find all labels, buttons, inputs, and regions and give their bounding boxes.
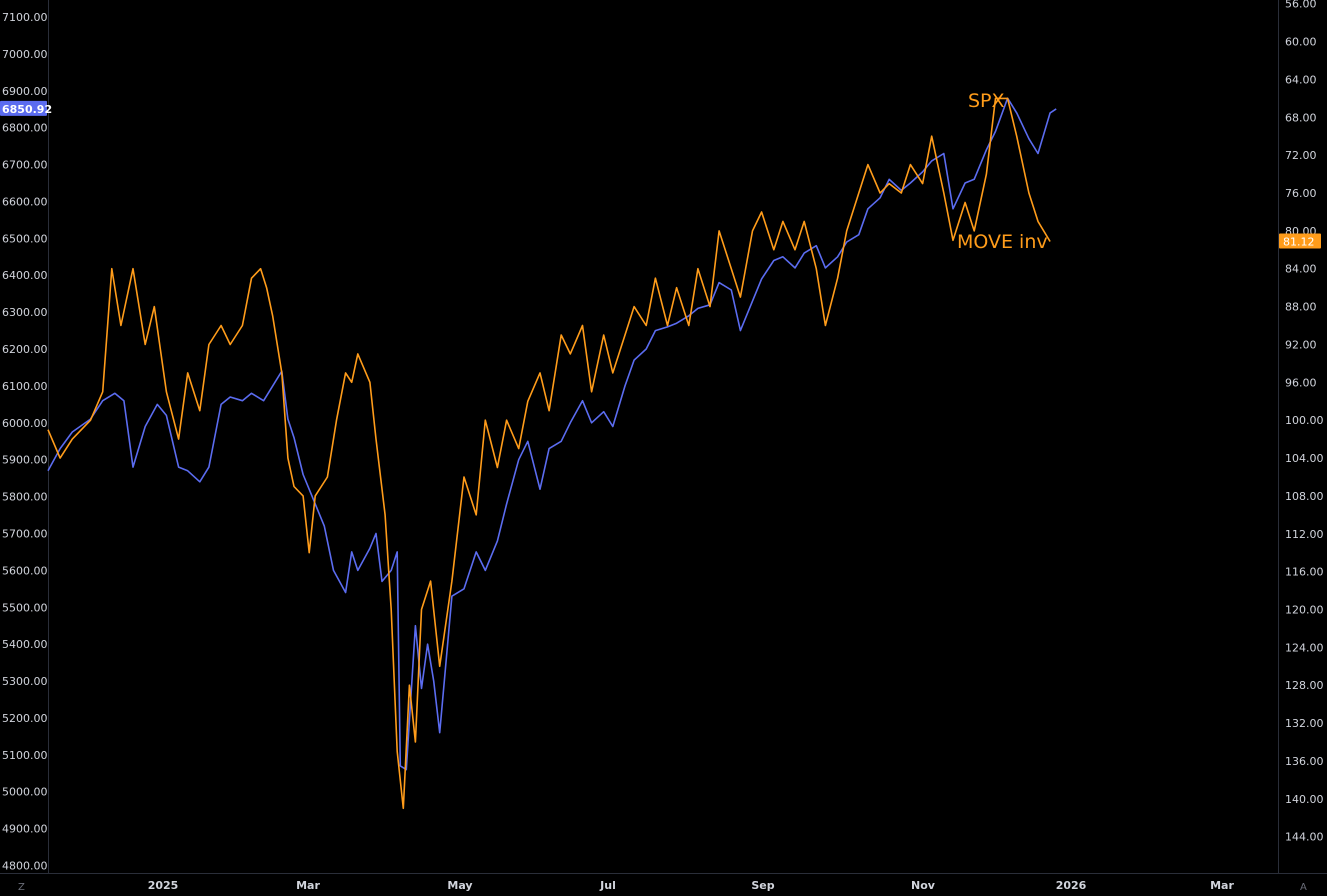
series-line-spx[interactable] [47,97,1057,771]
right-axis-tick: 96.00 [1285,376,1317,389]
move-price-badge-text: 81.12 [1283,235,1315,248]
left-axis-tick: 5500.00 [2,601,48,614]
time-axis-tick: 2026 [1056,879,1087,892]
left-axis-tick: 6800.00 [2,122,48,135]
right-axis-tick: 128.00 [1285,679,1324,692]
left-axis-tick: 6000.00 [2,417,48,430]
left-axis-tick: 5600.00 [2,564,48,577]
right-axis-tick: 60.00 [1285,36,1317,49]
left-axis-tick: 6700.00 [2,159,48,172]
right-axis-tick: 72.00 [1285,149,1317,162]
time-axis-tick: Jul [599,879,616,892]
left-axis-tick: 6600.00 [2,195,48,208]
left-axis-tick: 4900.00 [2,823,48,836]
time-axis-tick: 2025 [148,879,179,892]
left-axis-tick: 7000.00 [2,48,48,61]
series-label-spx: SPX [968,90,1005,112]
left-axis-tick: 5900.00 [2,454,48,467]
right-price-axis[interactable]: 56.0060.0064.0068.0072.0076.0080.0084.00… [1278,0,1324,873]
spx-price-badge [0,100,47,116]
left-axis-tick: 5300.00 [2,675,48,688]
right-axis-tick: 144.00 [1285,831,1324,844]
right-axis-tick: 120.00 [1285,604,1324,617]
right-axis-tick: 132.00 [1285,717,1324,730]
left-axis-tick: 6400.00 [2,269,48,282]
corner-label-left: Z [18,882,25,893]
time-axis-tick: Mar [1210,879,1234,892]
left-price-axis[interactable]: 7100.00 7000.00 6900.00 6800.00 6700.00 6600.… [0,0,52,873]
time-axis-tick: May [447,879,472,892]
right-axis-tick: 108.00 [1285,490,1324,503]
corner-label-right: A [1300,882,1307,893]
left-axis-tick: 5400.00 [2,638,48,651]
right-axis-tick: 112.00 [1285,528,1324,541]
left-axis-tick: 6500.00 [2,232,48,245]
right-axis-tick: 116.00 [1285,566,1324,579]
left-axis-tick: 6300.00 [2,306,48,319]
right-axis-tick: 56.00 [1285,0,1317,11]
spx-price-badge-text: 6850.92 [2,103,52,116]
time-axis-tick: Sep [751,879,774,892]
right-axis-tick: 88.00 [1285,301,1317,314]
right-axis-tick: 64.00 [1285,73,1317,86]
left-axis-tick: 6100.00 [2,380,48,393]
left-axis-tick: 6900.00 [2,85,48,98]
left-axis-tick: 5700.00 [2,527,48,540]
right-axis-tick: 68.00 [1285,111,1317,124]
time-axis[interactable]: 2025 Mar May Jul Sep Nov 2026 Mar [0,873,1327,893]
series-line-move-inv[interactable] [47,97,1051,810]
time-axis-tick: Nov [911,879,936,892]
left-axis-tick: 7100.00 [2,11,48,24]
move-price-badge [1279,233,1321,249]
left-axis-tick: 5000.00 [2,786,48,799]
right-axis-tick: 84.00 [1285,263,1317,276]
right-axis-tick: 124.00 [1285,641,1324,654]
right-axis-tick: 100.00 [1285,414,1324,427]
plot-area[interactable] [47,97,1057,810]
series-label-move-inv: MOVE inv [957,231,1048,253]
left-axis-tick: 5800.00 [2,491,48,504]
left-axis-tick: 5200.00 [2,712,48,725]
right-axis-tick: 92.00 [1285,338,1317,351]
left-axis-tick: 6200.00 [2,343,48,356]
left-axis-tick: 4800.00 [2,860,48,873]
right-axis-tick: 76.00 [1285,187,1317,200]
right-axis-tick: 104.00 [1285,452,1324,465]
time-axis-tick: Mar [296,879,320,892]
right-axis-tick: 136.00 [1285,755,1324,768]
left-axis-tick: 5100.00 [2,749,48,762]
right-axis-tick: 140.00 [1285,793,1324,806]
